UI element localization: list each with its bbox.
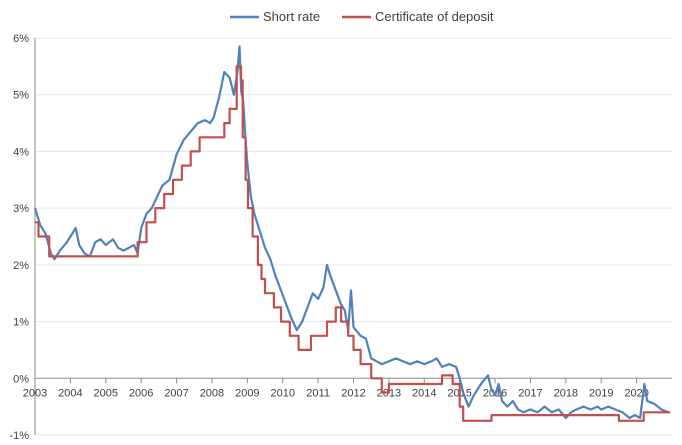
x-tick-label: 2003 bbox=[23, 387, 47, 399]
x-tick-label: 2019 bbox=[589, 387, 613, 399]
legend-label-short-rate: Short rate bbox=[263, 9, 320, 24]
x-axis: 2003 2004 2005 2006 2007 2008 2009 2010 2011 2012… bbox=[23, 377, 672, 399]
y-tick-label: 5% bbox=[13, 90, 29, 102]
x-tick-label: 2012 bbox=[341, 387, 365, 399]
x-tick-label: 2010 bbox=[270, 387, 294, 399]
y-tick-label: 2% bbox=[13, 260, 29, 272]
x-tick-label: 2017 bbox=[518, 387, 542, 399]
x-tick-label: 2004 bbox=[58, 387, 82, 399]
series-line-certificate-of-deposit bbox=[35, 65, 671, 422]
legend: Short rate Certificate of deposit bbox=[230, 9, 494, 24]
x-tick-label: 2006 bbox=[129, 387, 153, 399]
series-line-short-rate bbox=[33, 45, 669, 420]
x-tick-label: 2009 bbox=[235, 387, 259, 399]
x-tick-label: 2018 bbox=[554, 387, 578, 399]
x-tick-label: 2014 bbox=[412, 387, 436, 399]
y-tick-label: 4% bbox=[13, 146, 29, 158]
series-lines bbox=[33, 45, 671, 422]
legend-label-certificate-of-deposit: Certificate of deposit bbox=[375, 9, 494, 24]
y-tick-label: 0% bbox=[13, 373, 29, 385]
y-axis: -1% 0% 1% 2% 3% 4% 5% 6% bbox=[9, 33, 36, 442]
x-tick-label: 2008 bbox=[200, 387, 224, 399]
x-tick-label: 2005 bbox=[94, 387, 118, 399]
gridlines bbox=[35, 37, 672, 436]
y-tick-label: -1% bbox=[9, 430, 29, 442]
y-tick-label: 3% bbox=[13, 203, 29, 215]
y-tick-label: 6% bbox=[13, 33, 29, 45]
x-tick-label: 2007 bbox=[164, 387, 188, 399]
x-tick-label: 2011 bbox=[306, 387, 330, 399]
y-tick-label: 1% bbox=[13, 317, 29, 329]
